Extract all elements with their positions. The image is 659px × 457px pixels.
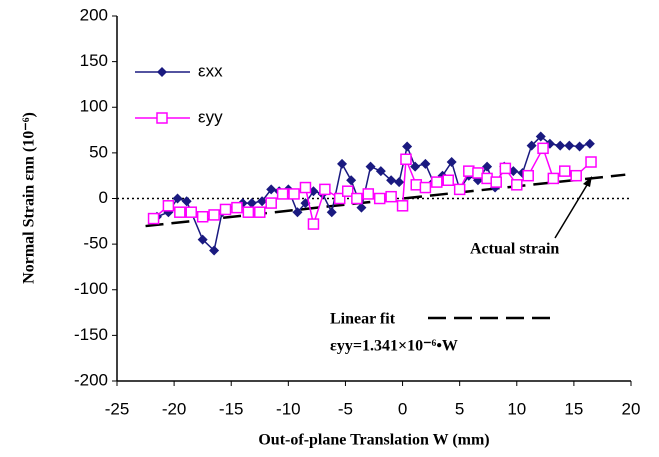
data-point bbox=[373, 192, 386, 205]
data-point bbox=[196, 211, 209, 223]
legend-marker bbox=[157, 67, 167, 77]
y-axis-label: Normal Strain εnn (10⁻⁶) bbox=[21, 112, 38, 284]
data-point bbox=[535, 131, 546, 142]
data-point bbox=[346, 175, 357, 186]
legend-marker bbox=[156, 112, 168, 124]
x-tick-label: -5 bbox=[338, 399, 353, 418]
annotation: εyy=1.341×10⁻⁶•W bbox=[330, 338, 458, 355]
data-point bbox=[257, 196, 268, 207]
data-point bbox=[522, 169, 534, 182]
data-point bbox=[584, 138, 595, 149]
data-point bbox=[526, 140, 537, 151]
data-point bbox=[172, 193, 183, 204]
x-tick-label: 15 bbox=[564, 399, 583, 418]
data-point bbox=[147, 212, 160, 225]
data-point bbox=[356, 202, 367, 213]
data-point bbox=[420, 158, 431, 169]
data-point bbox=[499, 162, 512, 175]
data-point bbox=[246, 198, 257, 209]
x-tick-label: -10 bbox=[276, 399, 301, 418]
data-point bbox=[431, 176, 443, 188]
data-point bbox=[266, 184, 277, 195]
data-point bbox=[174, 206, 186, 218]
y-tick-label: -50 bbox=[83, 234, 108, 253]
data-point bbox=[453, 183, 466, 196]
data-point bbox=[402, 141, 413, 152]
data-point bbox=[559, 165, 571, 177]
data-point bbox=[490, 176, 502, 188]
data-point bbox=[341, 185, 354, 197]
x-tick-label: 10 bbox=[507, 399, 526, 418]
data-point bbox=[292, 207, 303, 218]
data-point bbox=[375, 166, 386, 177]
data-point bbox=[362, 188, 375, 200]
y-tick-label: 200 bbox=[80, 5, 108, 24]
x-tick-label: 0 bbox=[398, 399, 407, 418]
data-point bbox=[574, 141, 585, 152]
data-point bbox=[564, 140, 575, 151]
data-point bbox=[276, 188, 289, 200]
data-point bbox=[319, 183, 331, 196]
legend-label: εyy bbox=[198, 107, 223, 126]
data-point bbox=[242, 206, 255, 218]
data-point bbox=[482, 161, 493, 172]
y-tick-label: -200 bbox=[74, 370, 108, 389]
data-point bbox=[400, 153, 412, 166]
annotation: Actual strain bbox=[470, 241, 559, 258]
data-point bbox=[537, 142, 549, 155]
arrow bbox=[554, 179, 591, 239]
data-point bbox=[299, 181, 312, 194]
data-point bbox=[419, 181, 432, 194]
x-tick-label: 20 bbox=[622, 399, 641, 418]
x-tick-label: -15 bbox=[219, 399, 244, 418]
y-tick-label: 150 bbox=[80, 51, 108, 70]
data-point bbox=[333, 192, 346, 205]
y-tick-label: 50 bbox=[89, 142, 108, 161]
data-point bbox=[555, 140, 566, 151]
y-tick-label: -150 bbox=[74, 325, 108, 344]
data-point bbox=[508, 166, 519, 177]
data-point bbox=[351, 192, 363, 205]
data-point bbox=[446, 157, 457, 167]
data-point bbox=[307, 218, 320, 230]
legend-label: εxx bbox=[198, 61, 223, 80]
data-point bbox=[396, 200, 409, 212]
data-point bbox=[511, 179, 523, 191]
data-point bbox=[386, 175, 397, 186]
y-tick-label: 0 bbox=[99, 188, 108, 207]
y-tick-label: 100 bbox=[80, 97, 108, 116]
x-axis-label: Out-of-plane Translation W (mm) bbox=[258, 432, 489, 449]
data-point bbox=[337, 158, 348, 169]
data-point bbox=[197, 234, 208, 245]
data-point bbox=[547, 172, 560, 185]
x-tick-label: -25 bbox=[105, 399, 130, 418]
data-point bbox=[288, 188, 300, 200]
y-tick-label: -100 bbox=[74, 279, 108, 298]
data-point bbox=[570, 169, 582, 182]
data-point bbox=[208, 209, 220, 221]
data-point bbox=[231, 201, 243, 214]
data-point bbox=[181, 196, 192, 207]
data-point bbox=[410, 161, 421, 172]
data-point bbox=[394, 177, 405, 188]
data-point bbox=[442, 174, 454, 186]
data-point bbox=[185, 206, 197, 218]
data-point bbox=[326, 207, 337, 218]
data-point bbox=[265, 197, 277, 209]
x-tick-label: 5 bbox=[455, 399, 464, 418]
data-point bbox=[162, 200, 175, 212]
data-point bbox=[219, 203, 232, 216]
x-tick-label: -20 bbox=[162, 399, 187, 418]
data-point bbox=[209, 245, 220, 256]
data-point bbox=[385, 190, 397, 203]
annotation: Linear fit bbox=[330, 311, 396, 328]
data-point bbox=[365, 161, 376, 172]
data-point bbox=[254, 206, 266, 218]
data-point bbox=[585, 156, 597, 168]
